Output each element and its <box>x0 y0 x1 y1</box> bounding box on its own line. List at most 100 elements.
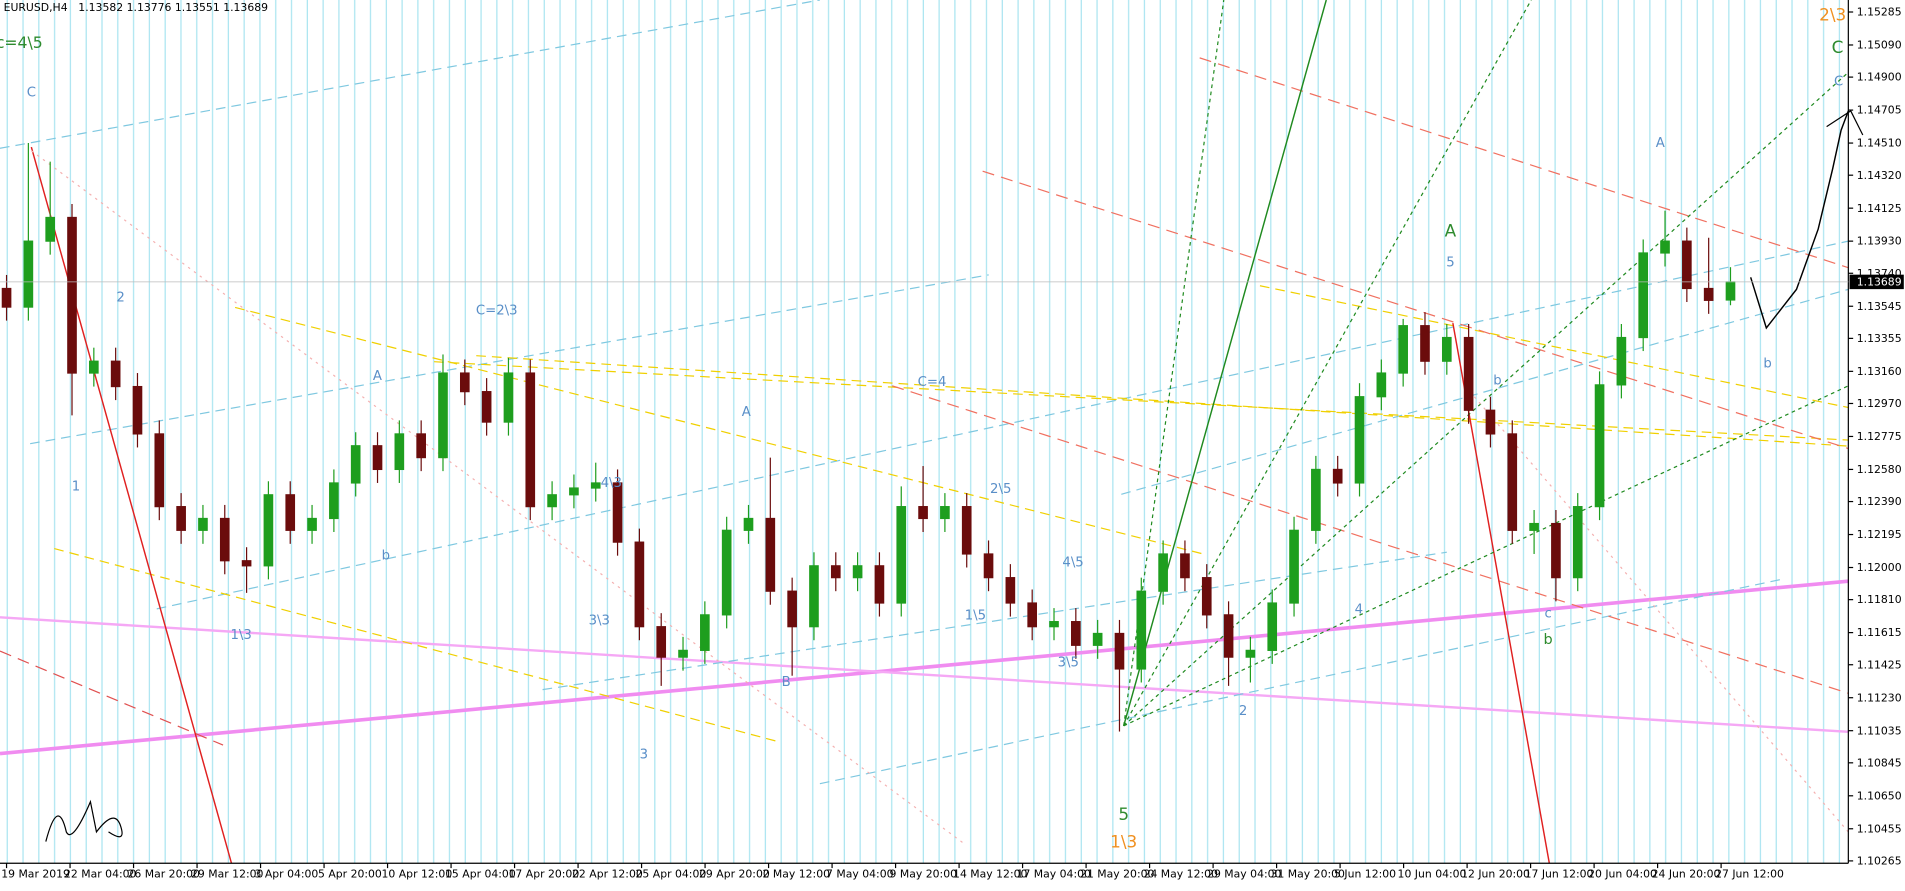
candle-body <box>1420 325 1430 362</box>
candle-body <box>1245 649 1256 658</box>
candle-body <box>1572 506 1583 579</box>
y-tick-label: 1.11615 <box>1857 626 1902 639</box>
wave-label: 2\5 <box>990 482 1011 497</box>
candle-body <box>590 482 601 489</box>
candle-body <box>23 240 34 308</box>
x-tick-label: 15 Apr 04:00 <box>445 868 516 881</box>
candle-body <box>830 565 841 579</box>
candle-body <box>154 433 165 508</box>
y-tick-label: 1.14705 <box>1857 104 1902 117</box>
y-tick-label: 1.14320 <box>1857 169 1902 182</box>
candle-body <box>198 517 208 531</box>
x-tick-label: 3 Apr 04:00 <box>255 868 319 881</box>
x-tick-label: 17 May 04:00 <box>1017 868 1091 881</box>
candle-body <box>1682 240 1692 290</box>
x-tick-label: 7 May 04:00 <box>826 868 894 881</box>
wave-label: C <box>1832 37 1844 57</box>
y-tick-label: 1.13355 <box>1857 332 1902 345</box>
y-tick-label: 1.11035 <box>1857 724 1902 737</box>
x-tick-label: 5 Apr 20:00 <box>318 868 382 881</box>
wave-label: b <box>1493 374 1501 389</box>
y-tick-label: 1.10455 <box>1857 822 1902 835</box>
x-tick-label: 20 Jun 04:00 <box>1588 868 1657 881</box>
wave-label: C=4 <box>918 375 947 390</box>
candle-body <box>1616 336 1627 386</box>
candle-body <box>1703 287 1714 301</box>
y-tick-label: 1.10650 <box>1857 789 1902 802</box>
candle-body <box>525 372 536 508</box>
candle-body <box>874 565 885 604</box>
price-label: 1.13689 <box>1857 276 1902 289</box>
candle-body <box>1638 252 1649 339</box>
low-value: 1.13551 <box>175 1 220 14</box>
x-tick-label: 26 Mar 20:00 <box>128 868 201 881</box>
y-tick-label: 1.14900 <box>1857 71 1902 84</box>
y-tick-label: 1.15285 <box>1857 6 1902 19</box>
x-tick-label: 10 Jun 04:00 <box>1398 868 1467 881</box>
x-tick-label: 21 May 20:00 <box>1080 868 1154 881</box>
candle-body <box>1529 522 1539 531</box>
close-value: 1.13689 <box>223 1 268 14</box>
candle-body <box>765 517 776 592</box>
candle-body <box>503 372 514 423</box>
candle-body <box>459 372 470 393</box>
x-tick-label: 25 Apr 04:00 <box>636 868 707 881</box>
candle-body <box>940 506 950 520</box>
candle-body <box>1136 590 1147 670</box>
wave-label: A <box>1656 136 1665 151</box>
wave-label: b <box>1763 357 1771 372</box>
candle-body <box>1114 632 1125 670</box>
x-tick-label: 27 Jun 12:00 <box>1715 868 1784 881</box>
candle-body <box>1267 602 1278 651</box>
candle-body <box>1594 384 1605 508</box>
candle-body <box>1071 621 1081 646</box>
x-tick-label: 17 Jun 12:00 <box>1525 868 1594 881</box>
wave-label: C <box>1834 75 1843 90</box>
wave-label: A <box>373 369 382 384</box>
candle-body <box>1332 468 1343 484</box>
candle-body <box>918 506 928 520</box>
y-tick-label: 1.13545 <box>1857 300 1902 313</box>
y-tick-label: 1.15090 <box>1857 39 1902 52</box>
wave-label: A <box>1445 220 1457 240</box>
candle-body <box>263 494 274 567</box>
wave-label: b <box>1544 632 1553 648</box>
candle-body <box>678 649 688 658</box>
candle-body <box>219 517 230 562</box>
candle-body <box>569 487 579 496</box>
wave-label: 1\3 <box>230 628 251 643</box>
x-tick-label: 14 May 12:00 <box>953 868 1027 881</box>
candle-body <box>1376 372 1387 398</box>
y-tick-label: 1.12970 <box>1857 397 1902 410</box>
wave-label: C=2\3 <box>476 304 518 319</box>
candle-body <box>743 517 754 531</box>
candle-body <box>394 433 405 471</box>
open-value: 1.13582 <box>78 1 123 14</box>
candle-body <box>1092 632 1103 646</box>
wave-label: 2 <box>1239 704 1247 719</box>
wave-label: 5 <box>1118 804 1129 824</box>
candle-body <box>1725 281 1736 301</box>
wave-label: 3\3 <box>589 614 610 629</box>
x-tick-label: 2 May 12:00 <box>763 868 831 881</box>
candle-body <box>45 216 56 242</box>
candle-body <box>1180 553 1190 579</box>
y-tick-label: 1.12195 <box>1857 528 1902 541</box>
symbol: EURUSD,H4 <box>4 1 68 14</box>
candle-body <box>1441 336 1452 362</box>
candle-body <box>1027 602 1038 628</box>
candle-body <box>852 565 863 579</box>
candle-body <box>132 385 143 435</box>
x-tick-label: 5 Jun 12:00 <box>1334 868 1396 881</box>
price-label-box <box>1849 274 1904 290</box>
y-tick-label: 1.14510 <box>1857 137 1902 150</box>
candle-body <box>1354 396 1365 484</box>
y-tick-label: 1.10845 <box>1857 756 1902 769</box>
x-tick-label: 31 May 20:00 <box>1271 868 1345 881</box>
candle-body <box>1551 522 1561 579</box>
candle-body <box>1049 621 1059 628</box>
y-tick-label: 1.13160 <box>1857 365 1902 378</box>
candle-body <box>307 517 317 531</box>
y-tick-label: 1.11425 <box>1857 658 1902 671</box>
